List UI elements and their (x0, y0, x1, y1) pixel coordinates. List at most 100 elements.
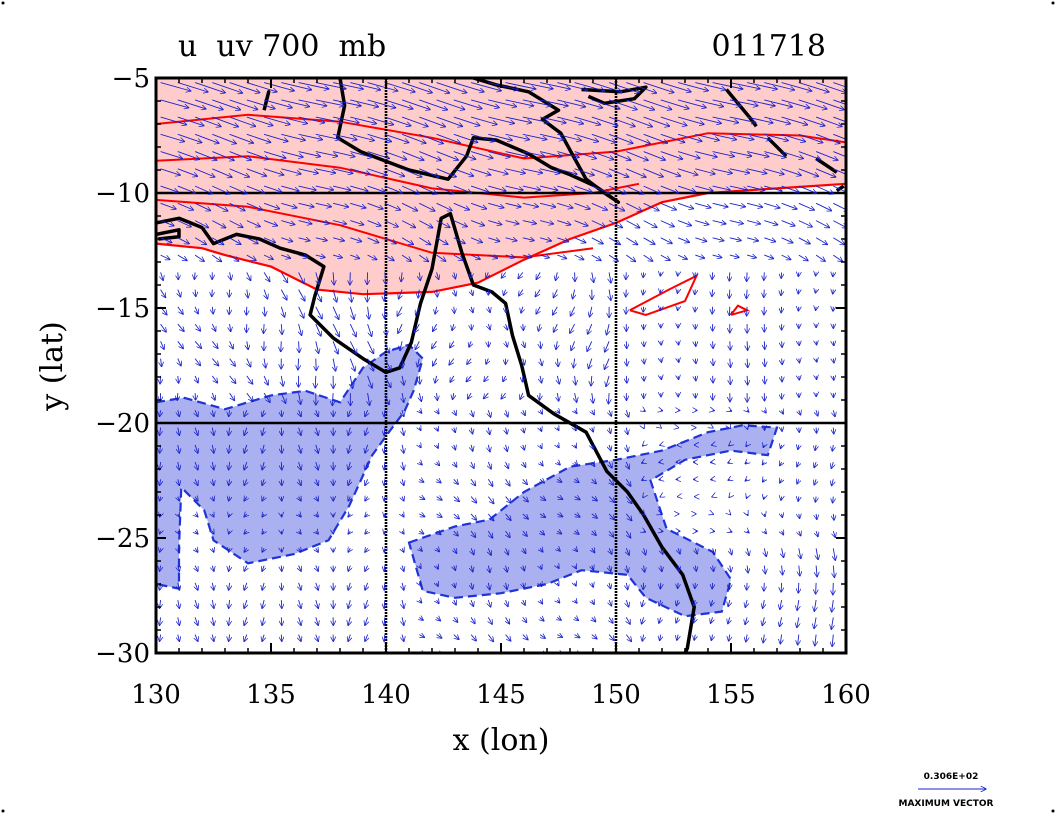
wind-vector (419, 600, 421, 603)
wind-vector (556, 272, 558, 280)
wind-vector (437, 635, 442, 639)
wind-vector (661, 238, 672, 244)
wind-vector (471, 307, 473, 313)
wind-vector (281, 514, 282, 517)
wind-vector (523, 635, 528, 640)
x-tick-label: 160 (821, 680, 871, 710)
wind-vector (712, 307, 713, 314)
wind-vector (402, 497, 404, 501)
wind-vector (368, 324, 372, 336)
wind-vector (678, 238, 689, 243)
wind-vector (570, 324, 575, 333)
wind-vector (433, 324, 437, 331)
wind-vector (384, 514, 385, 517)
wind-vector (764, 531, 766, 534)
wind-vector (212, 376, 217, 383)
wind-vector (609, 600, 611, 606)
wind-vector (588, 359, 591, 369)
wind-vector (833, 272, 834, 276)
wind-vector (365, 583, 368, 590)
wind-vector (195, 307, 198, 314)
wind-vector (367, 272, 368, 284)
wind-vector (799, 410, 801, 415)
wind-vector (454, 617, 458, 622)
wind-vector (695, 376, 696, 381)
wind-vector (523, 462, 526, 467)
wind-vector (729, 583, 730, 589)
wind-vector (195, 341, 201, 348)
wind-vector (281, 445, 282, 453)
wind-vector (799, 514, 800, 519)
wind-vector (575, 600, 577, 603)
wind-vector (747, 221, 760, 224)
wind-vector (454, 497, 460, 502)
wind-vector (178, 255, 187, 261)
wind-vector (626, 255, 635, 262)
wind-vector (730, 255, 739, 257)
wind-vector (212, 617, 214, 625)
wind-vector (816, 428, 817, 434)
corner-mark-top-left (2, 2, 5, 5)
wind-vector (281, 341, 282, 351)
wind-vector (729, 290, 730, 299)
wind-vector (437, 514, 442, 517)
wind-vector (833, 359, 834, 363)
wind-vector (365, 566, 368, 572)
wind-vector (644, 221, 657, 228)
wind-vector (553, 307, 558, 315)
wind-vector (799, 203, 815, 210)
positive-contour-line (731, 306, 747, 315)
wind-vector (365, 548, 368, 552)
wind-vector (609, 617, 613, 623)
wind-vector (833, 341, 834, 345)
wind-vector (521, 307, 523, 313)
wind-vector (471, 514, 476, 520)
wind-vector (764, 410, 766, 413)
wind-vector (506, 617, 510, 624)
wind-vector (281, 600, 282, 608)
wind-vector (643, 290, 644, 295)
wind-vector (781, 445, 782, 449)
wind-vector (437, 410, 439, 414)
wind-vector (281, 376, 283, 386)
wind-vector (195, 617, 198, 625)
wind-vector (661, 341, 662, 345)
wind-vector (728, 479, 730, 480)
wind-vector (299, 600, 302, 608)
wind-vector (471, 600, 473, 606)
wind-vector (437, 600, 439, 604)
wind-vector (523, 341, 525, 347)
wind-vector (503, 290, 505, 296)
wind-vector (575, 238, 586, 243)
wind-vector (506, 324, 508, 330)
wind-vector (745, 600, 747, 607)
wind-vector (365, 514, 368, 517)
wind-vector (368, 341, 374, 353)
wind-vector (298, 359, 299, 370)
wind-vector (523, 479, 528, 484)
wind-vector (730, 531, 732, 532)
wind-vector (643, 583, 644, 590)
wind-vector (316, 548, 319, 552)
wind-vector (229, 600, 230, 608)
wind-vector (764, 428, 765, 431)
wind-vector (745, 479, 747, 481)
wind-vector (247, 376, 253, 384)
wind-vector (281, 497, 282, 501)
wind-vector (678, 221, 691, 226)
wind-vector (244, 600, 247, 608)
wind-vector (816, 583, 817, 594)
wind-vector (713, 255, 722, 258)
wind-vector (281, 307, 284, 317)
y-tick-label: −15 (95, 294, 150, 324)
wind-vector (540, 359, 542, 366)
wind-vector (557, 445, 559, 448)
wind-vector (348, 617, 350, 625)
wind-vector (592, 583, 594, 587)
wind-vector (230, 341, 234, 349)
wind-vector (384, 497, 385, 501)
x-tick-label: 155 (706, 680, 756, 710)
wind-vector (587, 341, 592, 351)
wind-vector (469, 341, 471, 347)
wind-vector (678, 359, 679, 363)
